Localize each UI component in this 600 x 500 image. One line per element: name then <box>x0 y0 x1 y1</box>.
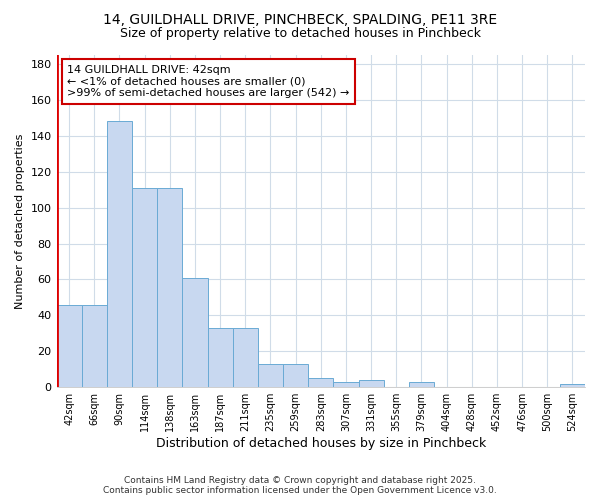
Bar <box>82 304 107 387</box>
Text: 14, GUILDHALL DRIVE, PINCHBECK, SPALDING, PE11 3RE: 14, GUILDHALL DRIVE, PINCHBECK, SPALDING… <box>103 12 497 26</box>
Y-axis label: Number of detached properties: Number of detached properties <box>15 134 25 309</box>
Bar <box>258 364 283 387</box>
Bar <box>132 188 157 387</box>
Text: Contains HM Land Registry data © Crown copyright and database right 2025.
Contai: Contains HM Land Registry data © Crown c… <box>103 476 497 495</box>
Bar <box>283 364 308 387</box>
Bar <box>182 278 208 387</box>
X-axis label: Distribution of detached houses by size in Pinchbeck: Distribution of detached houses by size … <box>155 437 486 450</box>
Bar <box>359 380 383 387</box>
Bar <box>308 378 334 387</box>
Text: 14 GUILDHALL DRIVE: 42sqm
← <1% of detached houses are smaller (0)
>99% of semi-: 14 GUILDHALL DRIVE: 42sqm ← <1% of detac… <box>67 65 349 98</box>
Bar <box>107 122 132 387</box>
Bar <box>233 328 258 387</box>
Text: Size of property relative to detached houses in Pinchbeck: Size of property relative to detached ho… <box>119 28 481 40</box>
Bar <box>56 304 82 387</box>
Bar <box>560 384 585 387</box>
Bar <box>157 188 182 387</box>
Bar <box>208 328 233 387</box>
Bar <box>334 382 359 387</box>
Bar <box>409 382 434 387</box>
